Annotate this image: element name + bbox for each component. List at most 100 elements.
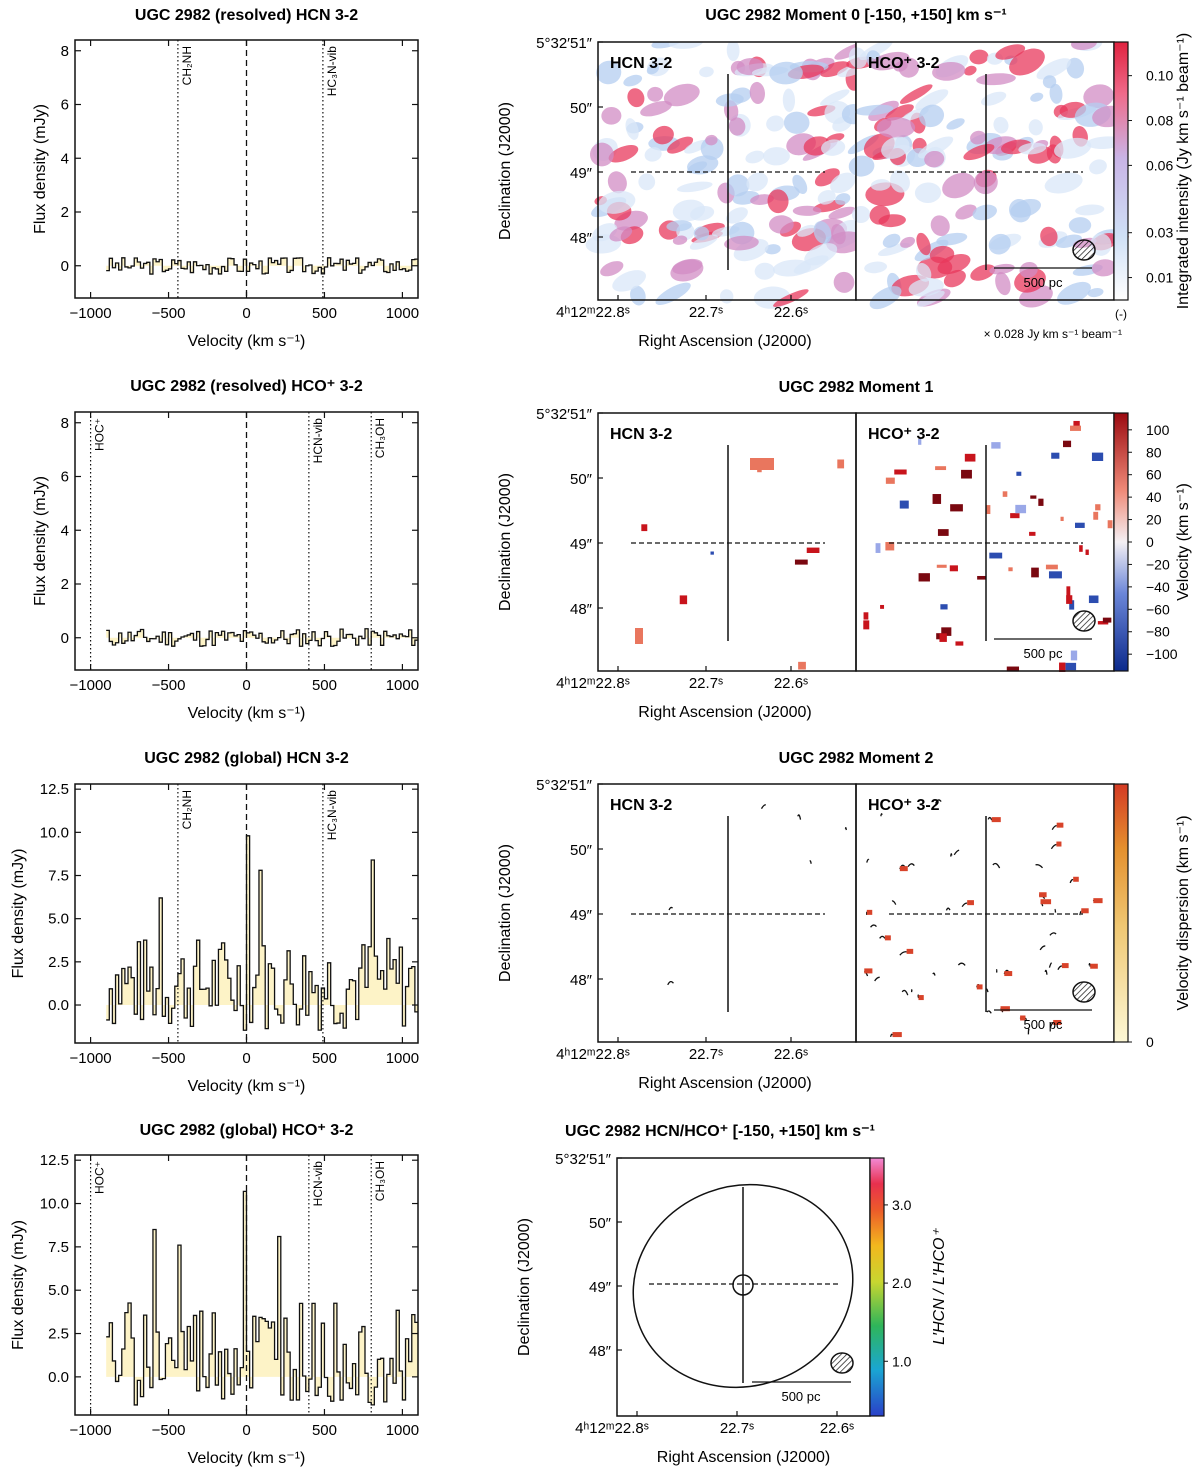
dispersion-contour xyxy=(961,902,968,908)
emission-blob xyxy=(689,234,718,250)
emission-blob xyxy=(1040,226,1058,247)
emission-blob xyxy=(699,66,714,78)
emission-blob xyxy=(819,61,850,78)
emission-blob xyxy=(1087,288,1104,298)
map-subpanel: HCN 3-2 xyxy=(597,783,857,1043)
velocity-pixel xyxy=(1002,491,1008,497)
emission-blob xyxy=(831,224,846,245)
emission-blob xyxy=(746,172,768,192)
dispersion-contour xyxy=(1049,932,1057,936)
y-tick-label: 0.0 xyxy=(48,997,69,1014)
velocity-pixel xyxy=(1091,452,1104,462)
velocity-pixel xyxy=(977,575,986,580)
x-tick-label: 0 xyxy=(242,305,250,322)
y-axis-label: Flux density (mJy) xyxy=(10,1220,27,1350)
colorbar: 3.0 2.0 1.0 L′HCN / L′HCO⁺ xyxy=(869,1157,948,1417)
emission-blob xyxy=(687,161,708,174)
emission-blob xyxy=(690,205,715,221)
velocity-pixel xyxy=(932,494,942,504)
emission-blob xyxy=(728,117,746,136)
y-tick-label: 6 xyxy=(61,97,69,114)
x-tick-label: −500 xyxy=(152,1422,186,1439)
emission-blob xyxy=(969,49,989,65)
x-axis-label: Right Ascension (J2000) xyxy=(657,1449,830,1466)
dec-tick-label: 49″ xyxy=(570,165,593,182)
y-axis-label: Declination (J2000) xyxy=(497,102,514,240)
velocity-pixel xyxy=(1066,595,1073,604)
colorbar: 100 80 60 40 20 0 −20 −40 −60 −80 −100 Velocity (km… xyxy=(1113,412,1192,672)
spectrum-line xyxy=(106,1190,418,1406)
scale-bar-label: 500 pc xyxy=(781,1389,821,1404)
dispersion-contour xyxy=(667,980,674,986)
velocity-pixel xyxy=(894,469,907,475)
emission-blob xyxy=(1083,84,1114,109)
line-marker-label: CH₃OH xyxy=(373,1161,387,1201)
dec-tick-label: 48″ xyxy=(570,972,593,989)
dec-tick-label: 50″ xyxy=(570,842,593,859)
velocity-pixel xyxy=(1066,586,1071,596)
dec-tick-label: 49″ xyxy=(570,536,593,553)
dispersion-pixel xyxy=(1061,963,1069,969)
x-tick-label: −1000 xyxy=(70,677,112,694)
dispersion-contour xyxy=(889,1033,894,1037)
velocity-pixel xyxy=(1059,662,1066,672)
emission-blob xyxy=(1057,281,1091,305)
emission-blob xyxy=(908,278,944,297)
velocity-pixel xyxy=(1045,564,1058,570)
y-axis-label: Flux density (mJy) xyxy=(10,849,27,979)
chart-title: UGC 2982 (resolved) HCN 3-2 xyxy=(135,7,358,24)
emission-blob xyxy=(899,84,933,104)
dispersion-contour xyxy=(1069,878,1074,884)
line-marker-label: CH₃OH xyxy=(373,418,387,458)
emission-blob xyxy=(754,262,775,280)
dispersion-contour xyxy=(809,860,812,864)
y-tick-label: 10.0 xyxy=(40,824,69,841)
emission-blob xyxy=(1030,92,1044,102)
dispersion-pixel xyxy=(1039,892,1047,898)
velocity-pixel xyxy=(937,529,949,536)
x-tick-label: 500 xyxy=(312,677,337,694)
y-tick-label: 5.0 xyxy=(48,1282,69,1299)
spectrum-panel-resolved-hcn: UGC 2982 (resolved) HCN 3-2 CH₂NH HC₃N-vib… xyxy=(32,7,419,350)
maps-layer: HCN 3-2 HCO⁺ 3-2 500 pc UGC 2982 Moment 0 [… xyxy=(497,7,1192,1466)
dispersion-contour xyxy=(992,862,1001,869)
emission-blob xyxy=(627,88,645,108)
dispersion-contour xyxy=(1057,965,1063,970)
velocity-pixel xyxy=(635,628,643,644)
emission-blob xyxy=(652,125,674,145)
emission-blob xyxy=(869,205,890,225)
velocity-pixel xyxy=(940,604,948,610)
dispersion-contour xyxy=(1039,945,1046,951)
colorbar-noise-note: × 0.028 Jy km s⁻¹ beam⁻¹ xyxy=(984,327,1122,341)
colorbar-tick-label: 1.0 xyxy=(892,1353,912,1369)
x-axis-label: Velocity (km s⁻¹) xyxy=(188,705,306,722)
emission-blob xyxy=(993,116,1009,134)
chart-title: UGC 2982 (global) HCN 3-2 xyxy=(144,750,349,767)
dispersion-pixel xyxy=(918,995,924,1001)
dispersion-pixel xyxy=(892,1032,902,1038)
colorbar-tick-label: 0 xyxy=(1146,534,1154,550)
spectrum-panel-resolved-hcop: UGC 2982 (resolved) HCO⁺ 3-2 HOC⁺ HCN-vib C… xyxy=(32,378,419,722)
emission-blob xyxy=(813,221,832,244)
map-title: UGC 2982 Moment 0 [-150, +150] km s⁻¹ xyxy=(705,7,1006,24)
velocity-pixel xyxy=(1016,471,1022,476)
velocity-pixel xyxy=(806,547,820,553)
velocity-pixel xyxy=(1069,600,1075,610)
colorbar-tick-label: −80 xyxy=(1146,624,1170,640)
colorbar: 0 Velocity dispersion (km s⁻¹) xyxy=(1113,783,1192,1050)
spectra-layer: UGC 2982 (resolved) HCN 3-2 CH₂NH HC₃N-vib… xyxy=(10,7,419,1467)
velocity-pixel xyxy=(1051,452,1060,459)
x-tick-label: −1000 xyxy=(70,305,112,322)
dec-tick-label: 48″ xyxy=(570,230,593,247)
beam-ellipse xyxy=(1072,239,1096,261)
y-tick-label: 0.0 xyxy=(48,1369,69,1386)
y-tick-label: 2 xyxy=(61,576,69,593)
emission-blob xyxy=(876,117,916,139)
dec-tick-label: 50″ xyxy=(589,1215,612,1232)
emission-blob xyxy=(814,168,840,187)
emission-blob xyxy=(693,226,710,241)
colorbar-tick-label: 0.10 xyxy=(1146,68,1173,84)
y-tick-label: 8 xyxy=(61,415,69,432)
dispersion-contour xyxy=(1088,962,1091,967)
